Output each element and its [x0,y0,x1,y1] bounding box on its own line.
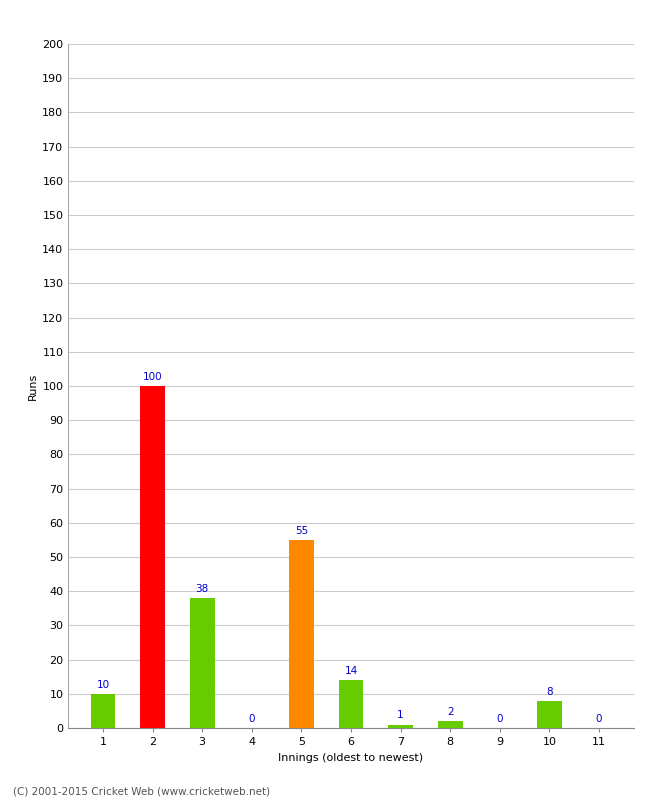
Text: (C) 2001-2015 Cricket Web (www.cricketweb.net): (C) 2001-2015 Cricket Web (www.cricketwe… [13,786,270,796]
Text: 100: 100 [143,372,162,382]
Bar [190,598,214,728]
Text: 14: 14 [344,666,358,676]
Bar [537,701,562,728]
Bar [339,680,363,728]
Bar [289,540,314,728]
Text: 0: 0 [248,714,255,724]
Text: 8: 8 [546,686,552,697]
Text: 38: 38 [196,584,209,594]
Y-axis label: Runs: Runs [28,372,38,400]
Text: 2: 2 [447,707,454,717]
Text: 55: 55 [294,526,308,536]
Bar [90,694,116,728]
Bar [438,721,463,728]
Text: 0: 0 [497,714,503,724]
Bar [388,725,413,728]
Text: 0: 0 [596,714,603,724]
Text: 10: 10 [96,680,110,690]
X-axis label: Innings (oldest to newest): Innings (oldest to newest) [278,753,424,762]
Bar [140,386,165,728]
Text: 1: 1 [397,710,404,721]
